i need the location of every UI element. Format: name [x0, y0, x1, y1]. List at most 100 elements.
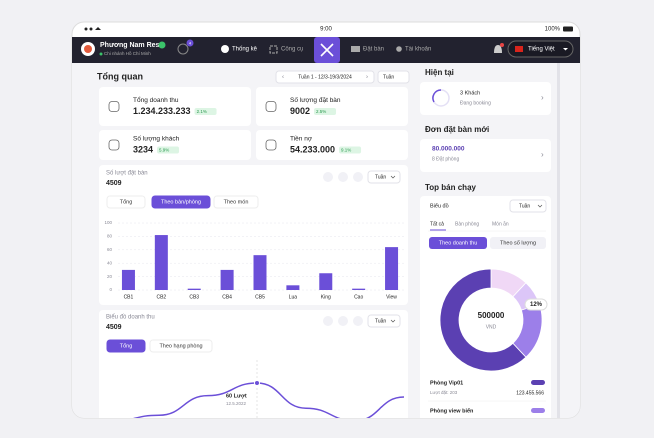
section-title: Tổng quan — [97, 71, 143, 81]
status: Đang booking — [460, 100, 491, 106]
stat-card — [256, 87, 408, 126]
unit-select[interactable] — [377, 70, 410, 84]
prev[interactable]: ‹ — [282, 75, 284, 81]
donut-segment — [439, 268, 527, 372]
unit-select[interactable] — [367, 170, 401, 184]
tab-label: Theo hạng phòng — [159, 343, 202, 349]
tab-label[interactable]: Tất cả — [430, 221, 444, 227]
language-select[interactable] — [507, 40, 574, 58]
stat-value: 9002 — [290, 106, 310, 116]
tool-button[interactable] — [353, 172, 363, 182]
tab[interactable] — [151, 195, 211, 209]
nav-icon — [396, 46, 402, 52]
nav-item[interactable]: Thống kê — [232, 47, 258, 53]
language: Tiếng Việt — [528, 47, 555, 53]
count: 8 Đặt phòng — [432, 156, 459, 162]
switch-branch[interactable] — [177, 43, 189, 55]
location-dot — [99, 52, 103, 56]
tab[interactable] — [106, 339, 146, 353]
tool-button[interactable] — [323, 172, 333, 182]
bar — [319, 273, 333, 290]
line-chart: Tuần Tổng Theo hạng phòng 60 Lượt 12.5.2022 — [106, 314, 405, 418]
tool-button[interactable] — [323, 316, 333, 326]
toggle[interactable] — [429, 237, 487, 249]
tab[interactable] — [106, 195, 146, 209]
stat-value: 1.234.233.233 — [133, 106, 191, 116]
x-tick-label: CB5 — [255, 294, 265, 300]
nav-item[interactable]: Đặt bàn — [363, 47, 384, 53]
badge-count: 4 — [189, 40, 192, 45]
signal-icon — [84, 27, 88, 31]
section-title: Top bán chạy — [425, 183, 477, 192]
bar — [121, 269, 135, 290]
card-title: Số lượt đặt bàn — [106, 171, 148, 177]
y-tick-label: 0 — [109, 287, 112, 292]
bell[interactable] — [494, 45, 502, 53]
top-selling: Tất cả Bàn phòng Món ăn Theo doanh thu Theo … — [428, 221, 548, 414]
stats: Tổng doanh thu 1.234.233.233 2.1% Số lượng … — [99, 87, 408, 160]
caret — [390, 319, 396, 323]
stat-icon — [265, 101, 277, 112]
donut-center-unit: VND — [486, 324, 497, 330]
tab[interactable] — [149, 339, 213, 353]
bar — [220, 269, 234, 290]
unit: Tuần — [383, 74, 394, 80]
tooltip-value: 60 Lượt — [226, 393, 247, 399]
stat-label: Số lượng khách — [133, 134, 180, 143]
stat-icon — [108, 139, 120, 151]
restaurant-name: Phương Nam Res — [100, 42, 160, 49]
bell-dot — [500, 43, 504, 47]
stat-card — [256, 130, 408, 160]
stat-value: 54.233.000 — [290, 144, 335, 154]
chevron: › — [541, 150, 544, 159]
bar — [187, 288, 201, 290]
x-tick-label: Cao — [354, 294, 363, 300]
card — [99, 310, 408, 418]
segment-label: 12% — [530, 302, 543, 308]
change: 9.1% — [341, 147, 351, 152]
period-picker[interactable] — [275, 70, 375, 84]
item-amount: 123.455.566 — [516, 390, 544, 396]
nav-item[interactable]: Tài khoản — [405, 47, 431, 53]
card[interactable] — [420, 82, 551, 115]
y-tick-label: 20 — [107, 274, 113, 279]
caret — [390, 175, 396, 179]
x-tick-label: Lua — [289, 294, 298, 300]
y-tick-label: 60 — [107, 247, 113, 252]
item-color — [531, 380, 545, 385]
nav-icon — [221, 45, 229, 53]
change-badge — [314, 108, 337, 115]
card[interactable] — [420, 139, 551, 172]
x-tick-label: CB4 — [222, 294, 232, 300]
tool-button[interactable] — [353, 316, 363, 326]
branch: Chi nhánh Hồ Chí Minh — [104, 51, 151, 56]
y-tick-label: 100 — [104, 220, 112, 225]
unit-select[interactable] — [509, 199, 547, 213]
wifi-icon — [95, 27, 101, 30]
signal-icon — [89, 27, 93, 31]
unit: Tuần — [375, 174, 386, 180]
nav-item[interactable]: Công cụ — [281, 47, 303, 53]
section-title: Đơn đặt bàn mới — [425, 125, 489, 134]
change: 2.1% — [197, 109, 207, 114]
tab-label[interactable]: Món ăn — [492, 221, 509, 227]
period: Tuần 1 - 12/3-19/3/2024 — [298, 74, 352, 80]
change-badge — [339, 146, 362, 154]
unit-select[interactable] — [367, 314, 401, 328]
section-title: Hiện tại — [425, 68, 454, 77]
next[interactable]: › — [366, 75, 368, 81]
tab[interactable] — [213, 195, 259, 209]
x-tick-label: View — [386, 294, 397, 300]
y-tick-label: 80 — [107, 234, 113, 239]
badge — [186, 39, 194, 47]
tab-label[interactable]: Bàn phòng — [455, 221, 479, 227]
stat-label: Số lượng đặt bàn — [290, 95, 341, 104]
item-name: Phòng view biển — [430, 407, 474, 414]
tool-button[interactable] — [338, 172, 348, 182]
card-total: 4509 — [106, 180, 122, 187]
tool-button[interactable] — [338, 316, 348, 326]
item-name: Phòng Vip01 — [430, 380, 463, 386]
toggle[interactable] — [490, 237, 546, 249]
